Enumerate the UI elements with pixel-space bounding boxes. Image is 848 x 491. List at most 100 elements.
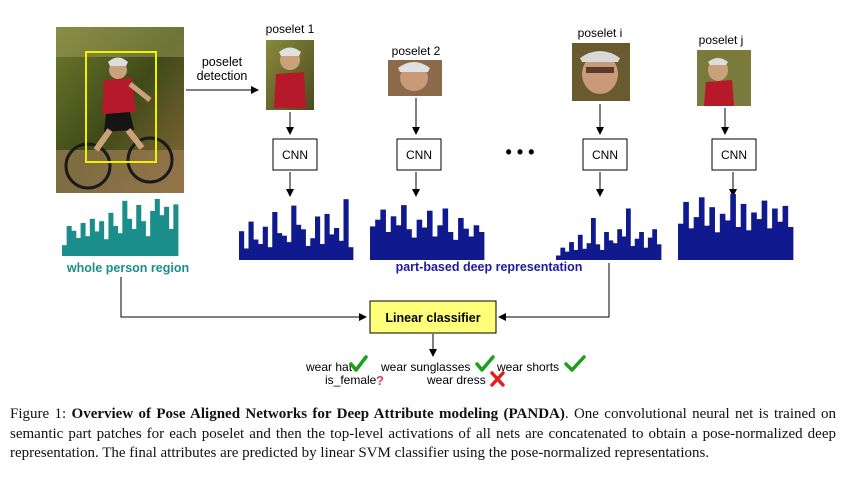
cnn-box-1: CNN (272, 138, 318, 171)
histogram-bar (560, 247, 566, 260)
attribute-wear-hat: wear hat (305, 360, 353, 374)
histogram-bar (338, 240, 344, 260)
histogram-bar (766, 228, 773, 260)
histogram-poselet-1 (239, 199, 354, 260)
attribute-wear-sunglasses: wear sunglasses (380, 360, 470, 374)
check-icon (564, 355, 586, 372)
histogram-bar (103, 239, 109, 256)
histogram-bar (370, 226, 376, 260)
part-based-label: part-based deep representation (396, 260, 583, 274)
histogram-bar (643, 247, 649, 260)
histogram-bar (164, 206, 170, 256)
histogram-bar (772, 208, 778, 260)
histogram-bar (108, 212, 114, 256)
histogram-bar (647, 237, 653, 260)
histogram-bar (621, 236, 627, 260)
cnn-box-j: CNN (711, 138, 757, 171)
histogram-bar (272, 212, 278, 260)
histogram-bar (604, 232, 609, 260)
histogram-bar (168, 229, 174, 256)
cnn-label-j: CNN (721, 148, 747, 162)
histogram-bar (310, 238, 316, 260)
histogram-bar (626, 208, 631, 260)
poselet-detection-label-line1: poselet (202, 55, 243, 69)
histogram-bar (343, 199, 349, 260)
histogram-bar (612, 243, 618, 260)
histogram-bar (698, 197, 705, 260)
histogram-bar (75, 238, 81, 256)
histogram-poselet-j (678, 194, 794, 260)
histogram-bar (591, 218, 596, 260)
poselet-patch-i (572, 43, 630, 101)
histogram-bar (324, 213, 330, 260)
histogram-bar (683, 201, 689, 260)
histogram-bar (173, 204, 179, 256)
histogram-bar (113, 226, 119, 256)
question-icon: ? (376, 373, 384, 388)
histogram-bar (569, 242, 574, 260)
poselet-label-1: poselet 1 (266, 22, 315, 36)
histogram-bar (239, 231, 245, 260)
histogram-bar (586, 243, 592, 260)
histogram-whole-person (62, 199, 179, 256)
histogram-bar (380, 209, 386, 260)
histogram-bar (334, 228, 340, 260)
panda-diagram: poselet detection poselet 1 poselet 2 po… (56, 22, 794, 388)
cnn-label-2: CNN (406, 148, 432, 162)
histogram-bar (136, 205, 142, 256)
histogram-bar (735, 227, 742, 260)
histogram-bar (564, 251, 570, 260)
histogram-bar (556, 255, 561, 260)
histogram-bar (709, 207, 715, 260)
histogram-bar (329, 234, 335, 260)
histogram-poselet-2 (370, 205, 485, 260)
poselet-label-2: poselet 2 (392, 44, 441, 58)
histogram-bar (630, 246, 636, 260)
check-icon (349, 355, 368, 372)
histogram-bar (390, 216, 397, 260)
histogram-bar (401, 205, 407, 260)
histogram-bar (595, 244, 601, 260)
histogram-bar (652, 229, 658, 260)
poselet-patch-j (697, 50, 751, 106)
histogram-bar (740, 203, 747, 260)
histogram-bar (719, 213, 726, 260)
histogram-bar (395, 225, 402, 260)
histogram-bar (704, 225, 710, 260)
histogram-bar (248, 221, 254, 260)
histogram-bar (66, 226, 72, 256)
histogram-bar (437, 225, 443, 260)
histogram-bar (608, 240, 614, 260)
poselet-label-i: poselet i (578, 26, 623, 40)
histogram-bar (150, 211, 156, 256)
cyclist-photo (56, 27, 184, 193)
histogram-bar (751, 212, 757, 260)
histogram-bar (348, 247, 354, 260)
check-icon (475, 355, 495, 372)
histogram-bar (639, 232, 644, 260)
histogram-bar (432, 236, 438, 260)
histogram-bar (782, 205, 789, 260)
histogram-bar (291, 205, 297, 260)
histogram-bar (582, 248, 588, 260)
histogram-bar (262, 226, 268, 260)
histogram-bar (656, 244, 662, 260)
histogram-bar (159, 215, 165, 256)
histogram-bar (427, 210, 433, 260)
histogram-bar (99, 221, 105, 256)
histogram-bar (253, 239, 259, 260)
histogram-bar (145, 236, 151, 256)
caption-body: . One convolutional neural net is traine… (10, 406, 836, 461)
poselet-patch-1 (266, 40, 314, 110)
histogram-bar (385, 232, 392, 260)
histogram-bar (243, 248, 249, 260)
histogram-bar (305, 245, 311, 260)
attribute-wear-dress: wear dress (426, 373, 486, 387)
histogram-bar (714, 232, 721, 260)
histogram-bar (416, 219, 423, 260)
histogram-bar (756, 219, 763, 260)
histogram-bar (725, 220, 731, 260)
histogram-bar (85, 236, 91, 256)
histogram-bar (634, 238, 640, 260)
